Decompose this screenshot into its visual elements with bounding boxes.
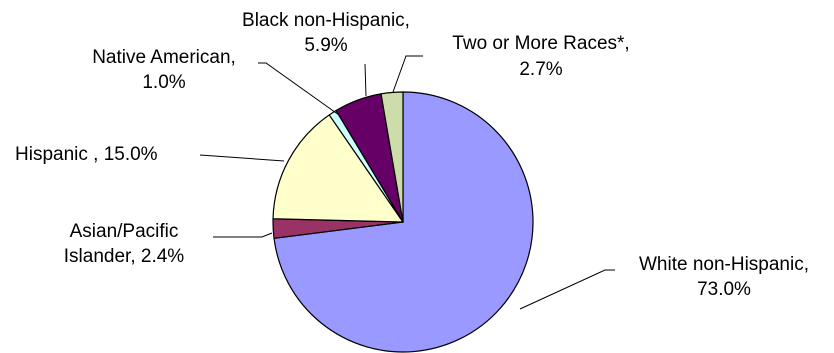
label-asian-name: Asian/Pacific <box>70 221 179 242</box>
leader-line-asian <box>213 232 273 238</box>
label-two-name: Two or More Races*, <box>452 33 629 54</box>
leader-line-native <box>258 62 340 116</box>
label-native-value: 1.0% <box>142 72 185 93</box>
leader-line-black <box>364 63 367 97</box>
pie-slices <box>272 91 534 353</box>
label-hispanic: Hispanic , 15.0% <box>15 144 158 165</box>
pie-slice-two-or-more-races <box>380 91 404 223</box>
label-white-value: 73.0% <box>697 279 751 300</box>
label-white-name: White non-Hispanic, <box>639 254 809 275</box>
label-asian-value: Islander, 2.4% <box>64 246 185 267</box>
leader-line-two <box>392 55 423 93</box>
label-native-name: Native American, <box>92 47 236 68</box>
leader-line-white <box>519 269 615 310</box>
label-black-name: Black non-Hispanic, <box>242 10 410 31</box>
label-two-value: 2.7% <box>519 59 562 80</box>
pie-slice-hispanic <box>272 114 405 223</box>
label-black-value: 5.9% <box>304 35 347 56</box>
leader-line-hispanic <box>199 154 285 162</box>
